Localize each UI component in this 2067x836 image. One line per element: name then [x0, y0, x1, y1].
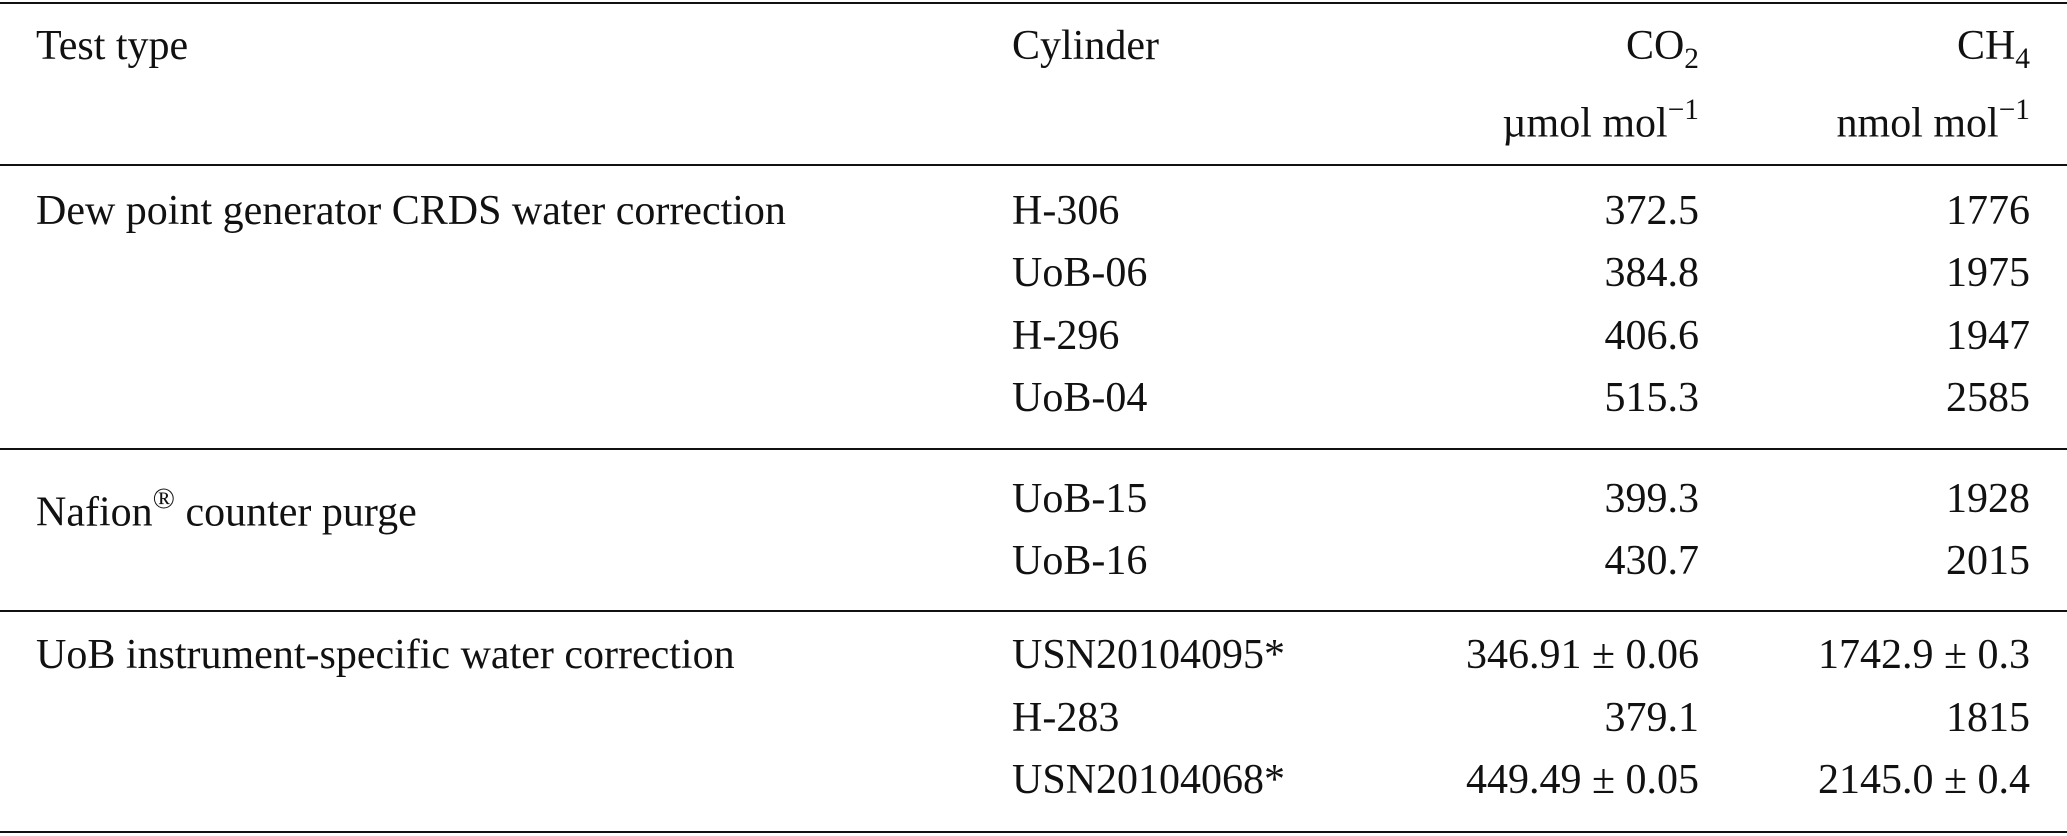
gas-name: CH — [1956, 23, 2016, 69]
header-co2: CO2 — [1625, 21, 1699, 75]
unit-exponent: −1 — [1667, 94, 1699, 126]
test-type: Dew point generator CRDS water correctio… — [36, 186, 786, 236]
cylinder: USN20104068* — [1012, 757, 1286, 803]
test-type-superscript: ® — [152, 483, 175, 515]
ch4-value: 2585 — [1946, 375, 2030, 421]
test-type: UoB instrument-specific water correction — [36, 630, 735, 680]
cylinder: UoB-16 — [1012, 538, 1148, 584]
unit-exponent: −1 — [1998, 94, 2030, 126]
group-rule — [0, 448, 2067, 450]
cylinder: H-283 — [1012, 695, 1120, 741]
unit: nmol mol — [1836, 100, 1999, 147]
gas-name: CO — [1625, 23, 1685, 69]
ch4-value: 1742.9 ± 0.3 — [1817, 632, 2030, 678]
test-type-text: Nafion — [36, 489, 153, 536]
ch4-value: 1975 — [1946, 250, 2030, 296]
co2-value: 449.49 ± 0.05 — [1465, 757, 1699, 803]
unit: µmol mol — [1502, 100, 1668, 147]
header-rule — [0, 164, 2067, 166]
co2-value: 399.3 — [1604, 476, 1700, 522]
header-ch4-unit: nmol mol−1 — [1837, 85, 2030, 147]
co2-value: 384.8 — [1604, 250, 1700, 296]
top-rule — [0, 2, 2067, 4]
ch4-value: 1815 — [1946, 695, 2030, 741]
test-type-text: Dew point generator CRDS water correctio… — [36, 188, 786, 234]
header-co2-unit: µmol mol−1 — [1502, 85, 1699, 147]
cylinder: UoB-15 — [1012, 476, 1148, 522]
header-ch4: CH4 — [1956, 21, 2030, 75]
co2-value: 379.1 — [1604, 695, 1700, 741]
cylinder: H-296 — [1012, 313, 1120, 359]
co2-value: 406.6 — [1604, 313, 1700, 359]
ch4-value: 1928 — [1946, 476, 2030, 522]
bottom-rule — [0, 831, 2067, 833]
cylinder: USN20104095* — [1012, 632, 1286, 678]
ch4-value: 2145.0 ± 0.4 — [1817, 757, 2030, 803]
test-type-text: UoB instrument-specific water correction — [36, 632, 735, 678]
header-cylinder: Cylinder — [1012, 23, 1159, 69]
co2-value: 372.5 — [1604, 188, 1700, 234]
co2-value: 515.3 — [1604, 375, 1700, 421]
co2-value: 430.7 — [1604, 538, 1700, 584]
cylinder: UoB-06 — [1012, 250, 1148, 296]
cylinder: UoB-04 — [1012, 375, 1148, 421]
ch4-value: 1947 — [1946, 313, 2030, 359]
ch4-value: 1776 — [1946, 188, 2030, 234]
cylinder: H-306 — [1012, 188, 1120, 234]
test-type: Nafion® counter purge — [36, 474, 417, 536]
ch4-value: 2015 — [1946, 538, 2030, 584]
gas-subscript: 4 — [2015, 42, 2030, 75]
group-rule — [0, 610, 2067, 612]
co2-value: 346.91 ± 0.06 — [1465, 632, 1699, 678]
header-test-type: Test type — [36, 23, 189, 69]
gas-subscript: 2 — [1684, 42, 1699, 75]
test-type-text: counter purge — [174, 489, 417, 536]
